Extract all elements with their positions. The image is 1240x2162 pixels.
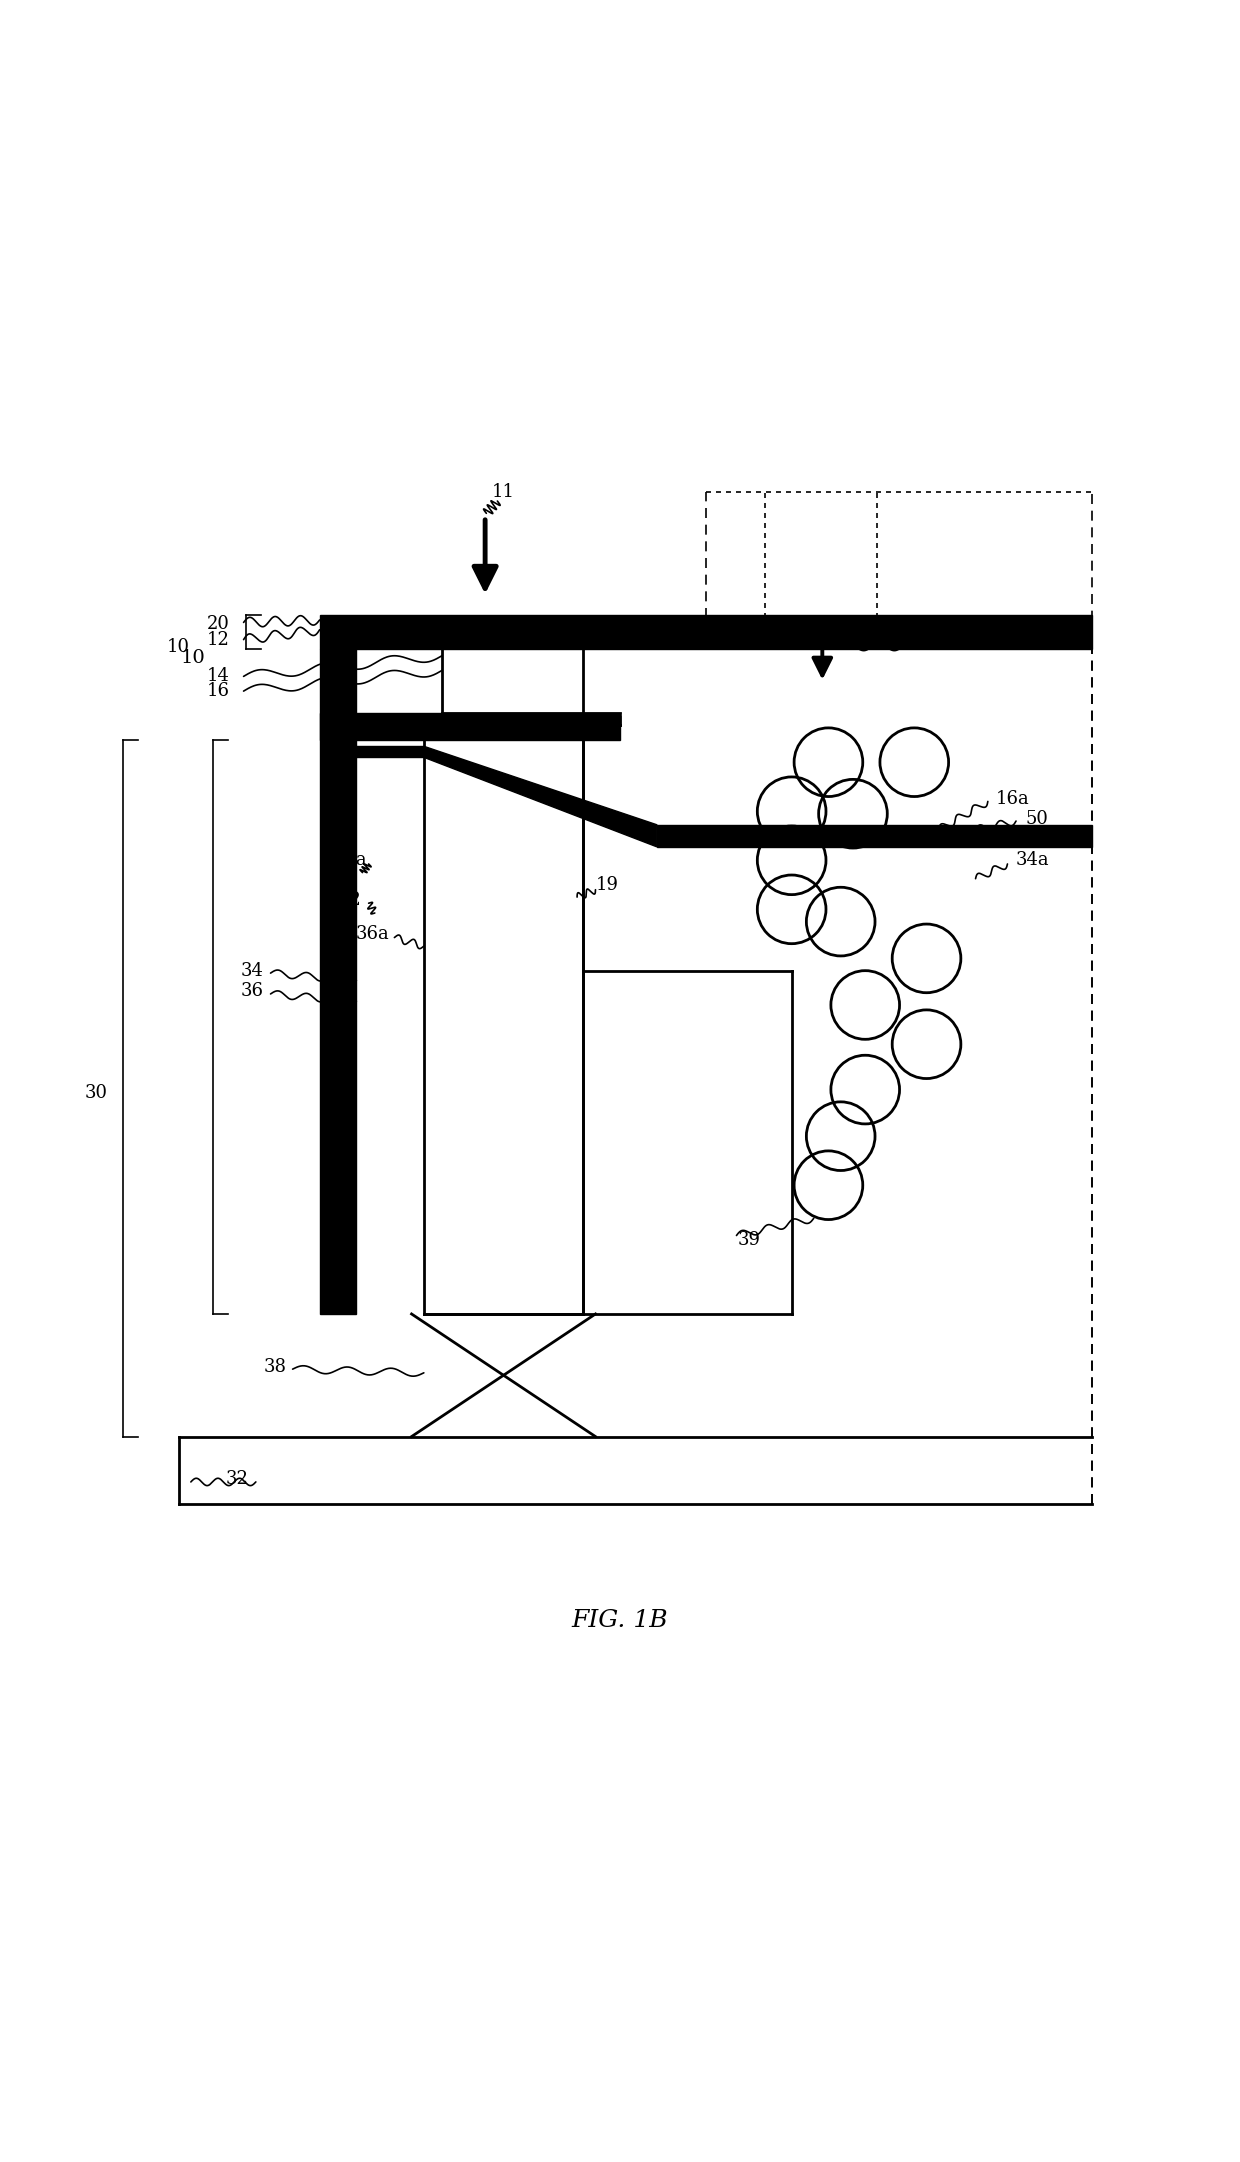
- Text: 10: 10: [167, 638, 190, 655]
- Polygon shape: [356, 746, 424, 757]
- Polygon shape: [356, 713, 620, 739]
- Text: 14: 14: [206, 668, 229, 685]
- Text: 36: 36: [241, 982, 264, 1001]
- Text: 50: 50: [1025, 809, 1048, 828]
- Text: 16a: 16a: [996, 789, 1029, 809]
- Polygon shape: [424, 746, 657, 848]
- Text: 34: 34: [241, 962, 264, 979]
- Text: FIG. 1B: FIG. 1B: [572, 1609, 668, 1632]
- Polygon shape: [320, 713, 356, 739]
- Text: 38: 38: [264, 1358, 286, 1375]
- Text: 20: 20: [206, 614, 229, 633]
- Text: 32: 32: [226, 1470, 249, 1487]
- Polygon shape: [320, 614, 1092, 649]
- Text: 14a: 14a: [334, 852, 367, 869]
- Text: 34a: 34a: [1016, 852, 1049, 869]
- Text: 19: 19: [596, 876, 619, 893]
- Text: 52: 52: [339, 891, 362, 908]
- Text: 39: 39: [738, 1232, 760, 1250]
- Text: 16: 16: [206, 681, 229, 700]
- Text: 17: 17: [909, 636, 931, 653]
- Text: 11: 11: [492, 484, 515, 502]
- Polygon shape: [320, 649, 356, 1314]
- Text: 10: 10: [181, 649, 206, 668]
- Text: 30: 30: [86, 1085, 108, 1103]
- Text: 36a: 36a: [356, 925, 389, 943]
- Polygon shape: [657, 824, 1092, 848]
- Text: 12: 12: [206, 631, 229, 649]
